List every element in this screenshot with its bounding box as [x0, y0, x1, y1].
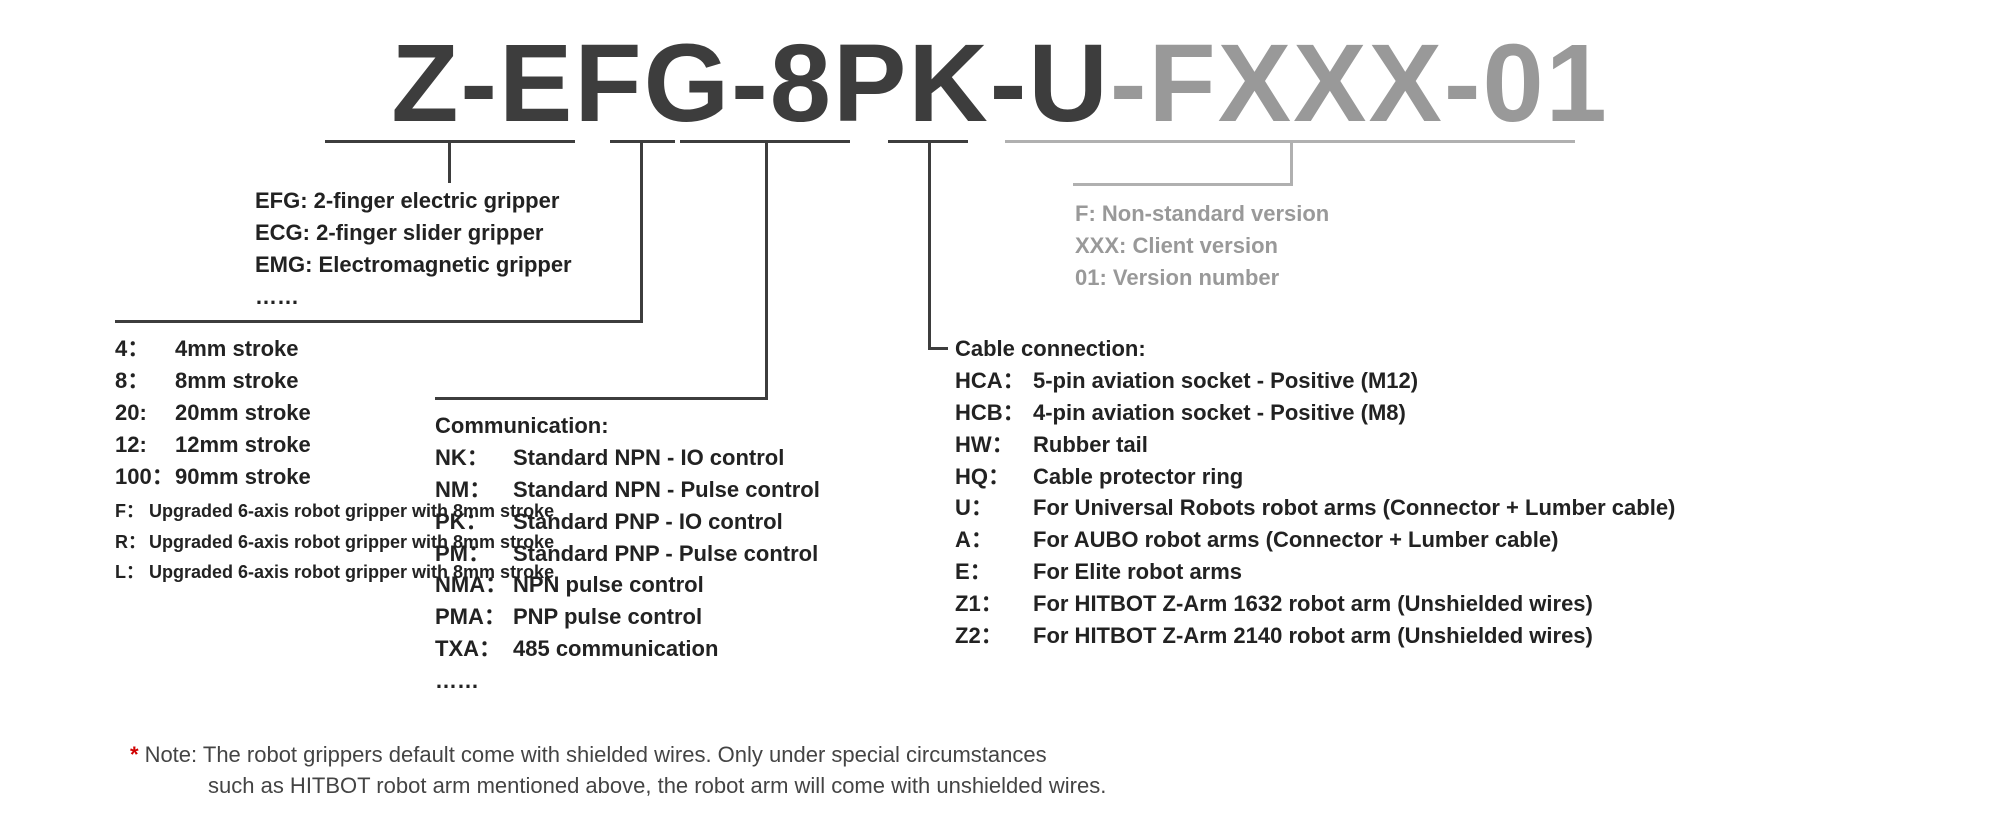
connector-6	[928, 347, 948, 350]
title-part-4: PK	[833, 22, 990, 145]
title-part-0: Z-	[391, 22, 499, 145]
version-connector-h	[1073, 183, 1293, 186]
comm-row-5: PMA：PNP pulse control	[435, 601, 820, 633]
connector-3	[765, 143, 768, 400]
type-row-1: ECG: 2-finger slider gripper	[255, 217, 572, 249]
title-part-3: 8	[770, 22, 833, 145]
title-part-7: -	[1110, 22, 1149, 145]
cable-row-0: HCA：5-pin aviation socket - Positive (M1…	[955, 365, 1675, 397]
version-row-0: F: Non-standard version	[1075, 198, 1329, 230]
version-row-1: XXX: Client version	[1075, 230, 1329, 262]
stroke-row-0: 4：4mm stroke	[115, 333, 554, 365]
type-row-3: ……	[255, 281, 572, 313]
comm-row-2: PK：Standard PNP - IO control	[435, 506, 820, 538]
comm-row-3: PM：Standard PNP - Pulse control	[435, 538, 820, 570]
comm-row-7: ……	[435, 665, 820, 697]
communication-section: Communication:NK：Standard NPN - IO contr…	[435, 410, 820, 697]
connector-1	[640, 143, 643, 323]
gripper-type-section: EFG: 2-finger electric gripperECG: 2-fin…	[255, 185, 572, 313]
cable-section: Cable connection:HCA：5-pin aviation sock…	[955, 333, 1675, 652]
title-part-2: -	[731, 22, 770, 145]
footnote: *Note: The robot grippers default come w…	[130, 740, 1106, 802]
stroke-row-1: 8：8mm stroke	[115, 365, 554, 397]
footnote-line2: such as HITBOT robot arm mentioned above…	[208, 771, 1106, 802]
footnote-label: Note:	[145, 742, 198, 767]
title-part-6: U	[1028, 22, 1109, 145]
comm-header: Communication:	[435, 410, 820, 442]
cable-row-4: U：For Universal Robots robot arms (Conne…	[955, 492, 1675, 524]
cable-row-5: A：For AUBO robot arms (Connector + Lumbe…	[955, 524, 1675, 556]
cable-row-7: Z1：For HITBOT Z-Arm 1632 robot arm (Unsh…	[955, 588, 1675, 620]
comm-row-6: TXA：485 communication	[435, 633, 820, 665]
connector-2	[115, 320, 643, 323]
product-code-title: Z-EFG-8PK-U-FXXX-01	[0, 20, 2000, 147]
version-row-2: 01: Version number	[1075, 262, 1329, 294]
footnote-star: *	[130, 742, 139, 767]
comm-row-0: NK：Standard NPN - IO control	[435, 442, 820, 474]
title-part-8: FXXX-01	[1149, 22, 1609, 145]
type-row-0: EFG: 2-finger electric gripper	[255, 185, 572, 217]
cable-row-3: HQ：Cable protector ring	[955, 461, 1675, 493]
title-part-5: -	[990, 22, 1029, 145]
cable-row-2: HW：Rubber tail	[955, 429, 1675, 461]
cable-row-1: HCB：4-pin aviation socket - Positive (M8…	[955, 397, 1675, 429]
cable-row-6: E：For Elite robot arms	[955, 556, 1675, 588]
connector-5	[928, 143, 931, 350]
connector-0	[448, 143, 451, 183]
cable-row-8: Z2：For HITBOT Z-Arm 2140 robot arm (Unsh…	[955, 620, 1675, 652]
footnote-line1: The robot grippers default come with shi…	[203, 742, 1047, 767]
cable-header: Cable connection:	[955, 333, 1675, 365]
version-connector-v	[1290, 143, 1293, 183]
comm-row-1: NM：Standard NPN - Pulse control	[435, 474, 820, 506]
type-row-2: EMG: Electromagnetic gripper	[255, 249, 572, 281]
version-section: F: Non-standard versionXXX: Client versi…	[1075, 198, 1329, 294]
comm-row-4: NMA：NPN pulse control	[435, 569, 820, 601]
title-part-1: EFG	[499, 22, 731, 145]
